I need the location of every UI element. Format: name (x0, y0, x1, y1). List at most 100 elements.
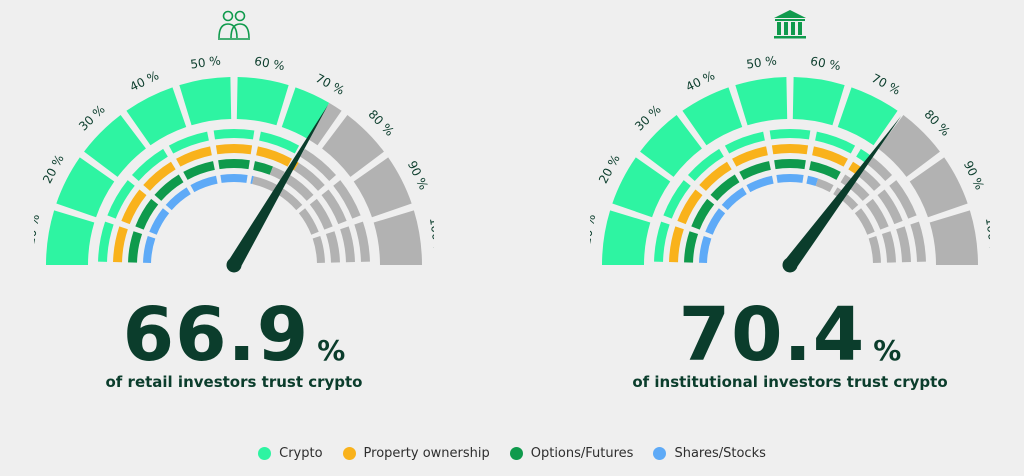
bank-column (791, 22, 795, 35)
big-value-institutional: 70.4% (590, 292, 990, 378)
ring-dash (896, 226, 911, 263)
ring-dash-active (250, 175, 254, 184)
gauge-tick-label: 10 % (34, 213, 42, 245)
ring-dash (840, 174, 870, 201)
ring-dash (131, 148, 168, 182)
ring-dash (218, 159, 250, 170)
gauge-tick-label: 100 % (983, 217, 990, 257)
gauge-tick-label: 50 % (189, 53, 221, 71)
gauge-tick-label: 100 % (427, 217, 434, 257)
ring-dash-inactive (865, 155, 893, 182)
gauge-caption: of institutional investors trust crypto (632, 373, 948, 391)
gauge-band-segment-active (281, 87, 330, 140)
gauge-tick-label: 10 % (590, 213, 598, 245)
gauge-band-segment (353, 157, 412, 218)
gauge-panel-retail: 10 % 20 % 30 % 40 % 50 % 60 % 70 % 80 % 90 % 100 … (34, 0, 434, 420)
value-unit: % (317, 334, 346, 367)
ring-dash (165, 187, 191, 211)
ring-dash-inactive (252, 176, 278, 193)
ring-dash (176, 146, 212, 167)
gauge-needle-hub (226, 257, 242, 273)
gauge-tick-label: 70 % (313, 71, 347, 98)
legend-swatch (342, 447, 356, 460)
gauge-institutional: 10 % 20 % 30 % 40 % 50 % 60 % 70 % 80 % 90 % 100 … (590, 10, 990, 273)
ring-dash (325, 231, 340, 263)
legend-label: Shares/Stocks (674, 446, 766, 461)
legend-label: Property ownership (363, 446, 490, 461)
legend-label: Options/Futures (530, 446, 634, 461)
ring-dash (732, 146, 768, 167)
gauge-tick-label: 90 % (405, 159, 431, 193)
ring-dash (881, 231, 896, 263)
gauge-tick-label: 50 % (745, 53, 777, 71)
bank-building-icon (774, 10, 806, 39)
ring-dash (699, 235, 712, 263)
gauge-band-segment (373, 210, 422, 265)
gauge-band-segment (179, 77, 232, 126)
ring-dash (877, 189, 903, 225)
person-body (230, 23, 250, 39)
bank-column (798, 22, 802, 35)
gauge-retail: 10 % 20 % 30 % 40 % 50 % 60 % 70 % 80 % 90 % 100 … (34, 10, 434, 273)
gauge-band-segment (909, 157, 968, 218)
value-unit: % (873, 334, 902, 367)
legend-label: Crypto (279, 446, 323, 461)
gauge-tick-label: 30 % (76, 102, 108, 133)
ring-dash (724, 131, 765, 154)
ring-dash (721, 187, 747, 211)
ring-dash (354, 221, 370, 262)
ring-dash (746, 175, 774, 193)
ring-dash (309, 198, 333, 230)
bank-column (784, 22, 788, 35)
ring-dash (113, 226, 128, 263)
ring-dash (121, 189, 147, 225)
bank-roof (774, 10, 806, 18)
ring-dash (699, 161, 732, 191)
ring-dash (868, 235, 881, 263)
ring-dash (774, 159, 806, 170)
gauge-band-segment (126, 87, 187, 146)
ring-dash (739, 161, 771, 180)
gauge-band-segment (602, 210, 651, 265)
legend-item-property: Property ownership (342, 446, 490, 461)
gauge-tick-label: 40 % (128, 68, 162, 94)
gauge-band-segment (792, 77, 845, 126)
ring-dash (865, 198, 889, 230)
ring-dash (687, 148, 724, 182)
ring-dash (321, 189, 347, 225)
ring-dash (669, 226, 684, 263)
ring-dash (215, 144, 253, 155)
ring-dash (340, 226, 355, 263)
person-body (218, 23, 238, 39)
gauge-band-segment (929, 210, 978, 265)
legend-swatch (653, 447, 667, 460)
ring-dash-active (806, 175, 819, 187)
ring-dash-active (253, 161, 274, 175)
ring-dash (107, 180, 135, 219)
ring-dash (300, 148, 337, 182)
gauge-band-segment (84, 115, 146, 177)
legend-item-crypto: Crypto (258, 446, 323, 461)
person-head (234, 10, 246, 22)
ring-dash (259, 131, 300, 154)
ring-dash (154, 174, 184, 201)
ring-dash (333, 180, 361, 219)
ring-dash-active (292, 161, 299, 171)
person-head (222, 10, 234, 22)
ring-dash (691, 198, 715, 230)
ring-dash (677, 189, 703, 225)
bank-architrave (775, 19, 805, 21)
ring-dash (277, 187, 303, 211)
ring-dash-inactive (294, 162, 325, 191)
gauge-tick-label: 20 % (40, 152, 67, 186)
gauge-tick-label: 80 % (365, 107, 396, 139)
value-number: 70.4 (678, 292, 866, 378)
legend-item-options: Options/Futures (509, 446, 634, 461)
gauge-band-segment (46, 210, 95, 265)
ring-dash (776, 174, 804, 183)
gauge-tick-label: 30 % (632, 102, 664, 133)
ring-dash (854, 208, 875, 235)
gauge-band-segment (322, 115, 384, 177)
gauge-tick-label: 60 % (253, 54, 285, 73)
ring-dash (143, 161, 176, 191)
